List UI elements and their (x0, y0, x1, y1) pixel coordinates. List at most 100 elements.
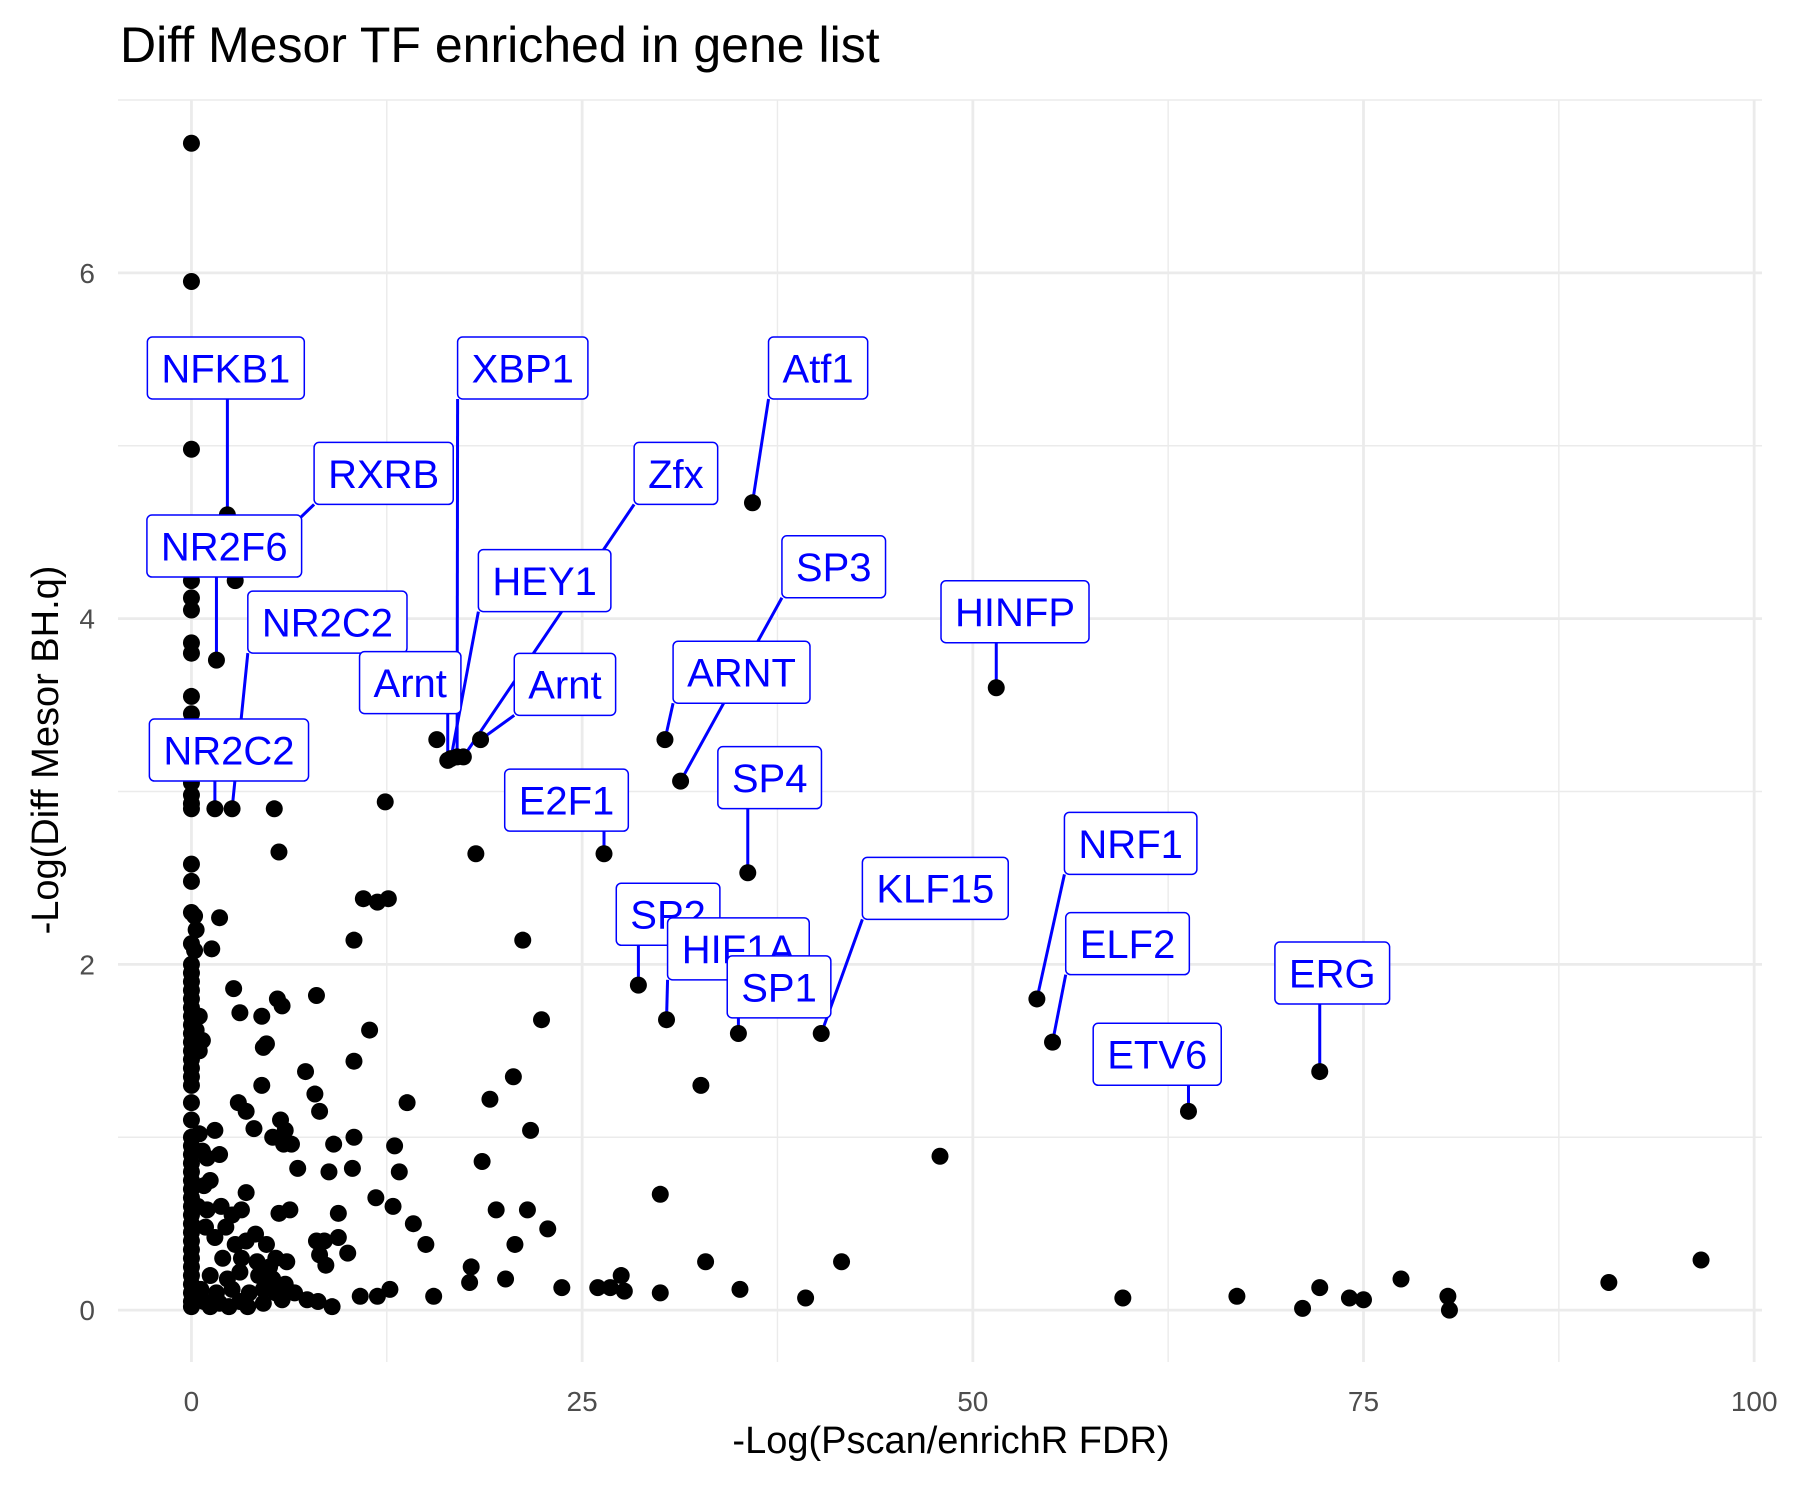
data-point (692, 1076, 710, 1094)
data-point (553, 1279, 571, 1297)
data-point (311, 1102, 329, 1120)
data-point (533, 1011, 551, 1029)
point-label-box (247, 590, 408, 654)
point-label: Arnt (528, 664, 601, 708)
data-point (270, 843, 288, 861)
x-axis-ticks: 0 25 50 75 100 (184, 1386, 1778, 1417)
data-point (376, 793, 394, 811)
data-point (651, 1185, 669, 1203)
data-point (320, 1163, 338, 1181)
point-label-group: ETV6 (1092, 1022, 1222, 1087)
data-point (182, 705, 200, 723)
data-point (601, 1279, 619, 1297)
data-point (195, 1177, 213, 1195)
data-point (307, 987, 325, 1005)
point-label: ERG (1289, 952, 1376, 996)
data-point (201, 1267, 219, 1285)
data-point (1692, 1251, 1710, 1269)
point-label: NR2C2 (262, 601, 393, 645)
data-point (367, 1189, 385, 1207)
point-label-group: E2F1 (503, 768, 630, 832)
data-point (739, 864, 757, 882)
data-point (325, 1135, 343, 1153)
data-point (425, 1287, 443, 1305)
point-label-box (726, 955, 832, 1019)
data-point (273, 997, 291, 1015)
data-point (206, 1121, 224, 1139)
data-point (351, 1287, 369, 1305)
data-point (232, 1249, 250, 1267)
point-label-group: SP1 (726, 955, 832, 1019)
point-label-group: Arnt (358, 650, 462, 715)
data-point (232, 1201, 250, 1219)
point-label-box (477, 548, 612, 613)
data-point (467, 845, 485, 863)
data-point (731, 1280, 749, 1298)
data-point (651, 1284, 669, 1302)
data-point (182, 687, 200, 705)
point-label: Zfx (648, 453, 704, 497)
data-point (514, 931, 532, 949)
data-point (282, 1135, 300, 1153)
data-point (307, 1232, 325, 1250)
x-tick-label: 50 (957, 1386, 988, 1417)
data-point (223, 800, 241, 818)
data-point (504, 1068, 522, 1086)
leader-line (750, 398, 771, 504)
data-point (518, 1201, 536, 1219)
data-point (428, 731, 446, 749)
point-label-box (672, 640, 811, 704)
data-point (345, 931, 363, 949)
point-label-group: SP4 (717, 745, 823, 810)
data-point (368, 1287, 386, 1305)
data-point (1340, 1289, 1358, 1307)
data-point (182, 1076, 200, 1094)
data-point (390, 1163, 408, 1181)
data-point (182, 589, 200, 607)
point-label: NFKB1 (161, 347, 290, 391)
data-point (211, 1146, 229, 1164)
data-point (237, 1184, 255, 1202)
point-label-group: KLF15 (861, 856, 1009, 921)
point-label: ELF2 (1080, 923, 1176, 967)
data-point (206, 1229, 224, 1247)
data-point (1355, 1291, 1373, 1309)
data-point (384, 1197, 402, 1215)
data-point (506, 1235, 524, 1253)
data-point (237, 1102, 255, 1120)
data-point (323, 1298, 341, 1316)
data-point (1439, 1287, 1457, 1305)
data-point (182, 855, 200, 873)
point-label-group: NRF1 (1063, 811, 1198, 876)
y-tick-label: 0 (79, 1295, 95, 1326)
y-axis-title: -Log(Diff Mesor BH.q) (25, 566, 67, 935)
data-point (931, 1147, 949, 1165)
point-label-group: XBP1 (456, 336, 589, 400)
data-point (472, 731, 490, 749)
point-label-group: Arnt (513, 652, 617, 717)
data-point (345, 1052, 363, 1070)
x-tick-label: 100 (1731, 1386, 1778, 1417)
data-point (417, 1235, 435, 1253)
point-label-group: HINFP (940, 579, 1090, 644)
point-label-group: NR2F6 (146, 514, 303, 578)
data-point (398, 1094, 416, 1112)
point-label-box (1274, 941, 1391, 1005)
leader-line (449, 611, 480, 759)
data-point (343, 1159, 361, 1177)
point-label-box (861, 856, 1009, 921)
point-label: RXRB (328, 453, 439, 497)
point-label-box (148, 718, 310, 782)
point-label: NRF1 (1078, 823, 1182, 867)
y-tick-label: 6 (79, 258, 95, 289)
data-point (289, 1159, 307, 1177)
data-points (182, 134, 1710, 1319)
x-tick-label: 75 (1348, 1386, 1379, 1417)
data-point (217, 1218, 235, 1236)
data-point (231, 1004, 249, 1022)
x-tick-label: 0 (184, 1386, 200, 1417)
data-point (487, 1201, 505, 1219)
data-point (361, 1021, 379, 1039)
data-point (231, 1263, 249, 1281)
point-label: ETV6 (1107, 1034, 1207, 1078)
